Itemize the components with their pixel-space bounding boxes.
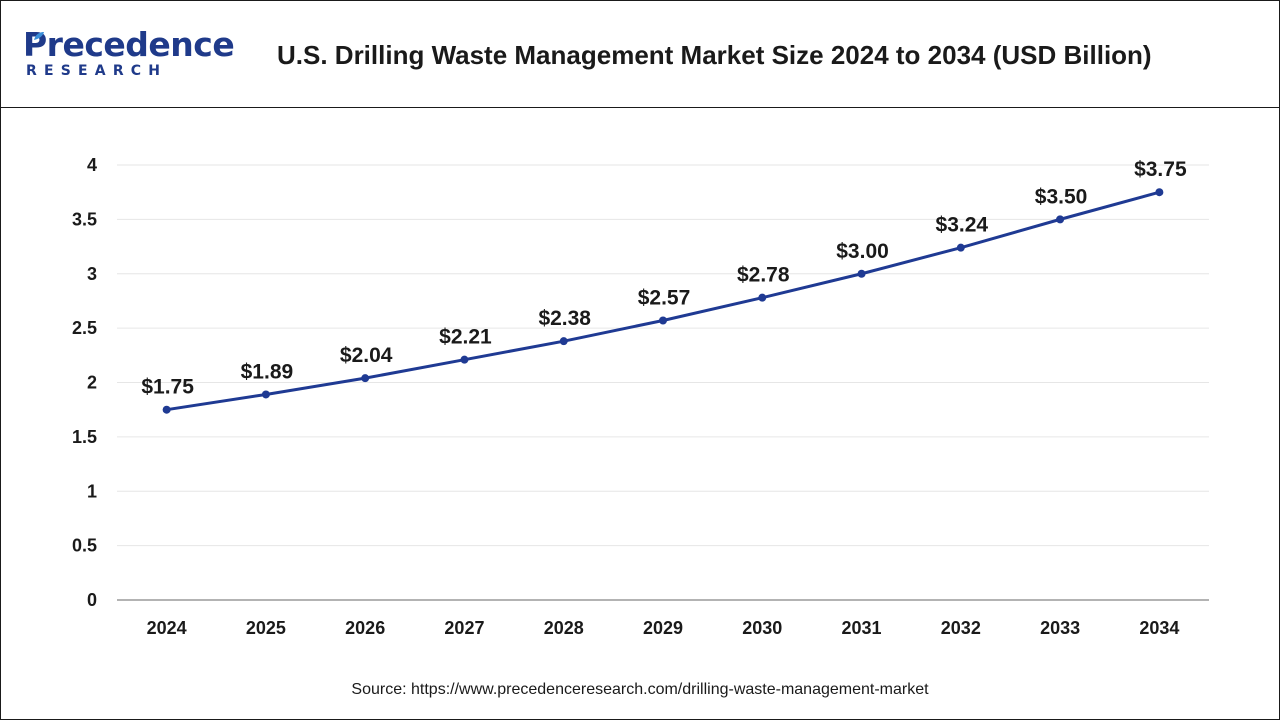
- data-label: $2.21: [439, 326, 492, 349]
- data-point: [956, 243, 965, 252]
- data-point: [559, 337, 568, 346]
- x-tick-label: 2027: [444, 618, 484, 638]
- x-tick-label: 2030: [742, 618, 782, 638]
- chart-title: U.S. Drilling Waste Management Market Si…: [277, 40, 1152, 70]
- line-chart: 0 0.5 1 1.5 2 2.5 3 3.5 4 2024 2025 2026 2027 2028 202…: [72, 155, 1209, 638]
- brand-logo: Precedence RESEARCH: [23, 27, 235, 87]
- data-label: $3.50: [1035, 185, 1088, 208]
- data-label: $1.75: [141, 376, 194, 399]
- y-tick-label: 4: [87, 155, 97, 175]
- y-tick-label: 3.5: [72, 209, 97, 229]
- x-tick-label: 2024: [147, 618, 187, 638]
- x-tick-label: 2034: [1139, 618, 1179, 638]
- logo-subtitle: RESEARCH: [26, 63, 168, 79]
- x-tick-label: 2026: [345, 618, 385, 638]
- header: Precedence RESEARCH U.S. Drilling Waste …: [1, 1, 1279, 108]
- data-point: [659, 316, 667, 325]
- data-label: $3.24: [936, 214, 989, 237]
- data-label: $3.00: [836, 240, 889, 263]
- data-label: $2.78: [737, 264, 790, 287]
- data-point: [1155, 188, 1164, 197]
- data-label: $2.04: [340, 344, 393, 367]
- y-tick-label: 0: [87, 590, 97, 610]
- data-label: $2.38: [538, 307, 591, 330]
- data-point: [261, 390, 270, 399]
- y-tick-label: 3: [87, 264, 97, 284]
- x-tick-label: 2029: [643, 618, 683, 638]
- data-point: [857, 269, 866, 278]
- data-label: $1.89: [241, 360, 294, 383]
- y-tick-label: 1.5: [72, 427, 97, 447]
- leaf-icon: [34, 32, 44, 40]
- data-point: [162, 405, 171, 414]
- y-tick-label: 1: [87, 481, 97, 501]
- x-tick-label: 2032: [941, 618, 981, 638]
- x-tick-label: 2025: [246, 618, 286, 638]
- data-label: $3.75: [1134, 158, 1187, 181]
- x-tick-label: 2031: [842, 618, 882, 638]
- x-tick-label: 2033: [1040, 618, 1080, 638]
- y-tick-label: 0.5: [72, 536, 97, 556]
- y-tick-label: 2: [87, 373, 97, 393]
- logo-wordmark: Precedence: [23, 25, 235, 64]
- source-note: Source: https://www.precedenceresearch.c…: [351, 681, 929, 698]
- y-tick-label: 2.5: [72, 318, 97, 338]
- data-point: [758, 293, 767, 302]
- data-label: $2.57: [638, 287, 691, 310]
- data-point: [361, 374, 370, 383]
- data-point: [460, 355, 469, 364]
- data-point: [1056, 215, 1065, 224]
- x-tick-label: 2028: [544, 618, 584, 638]
